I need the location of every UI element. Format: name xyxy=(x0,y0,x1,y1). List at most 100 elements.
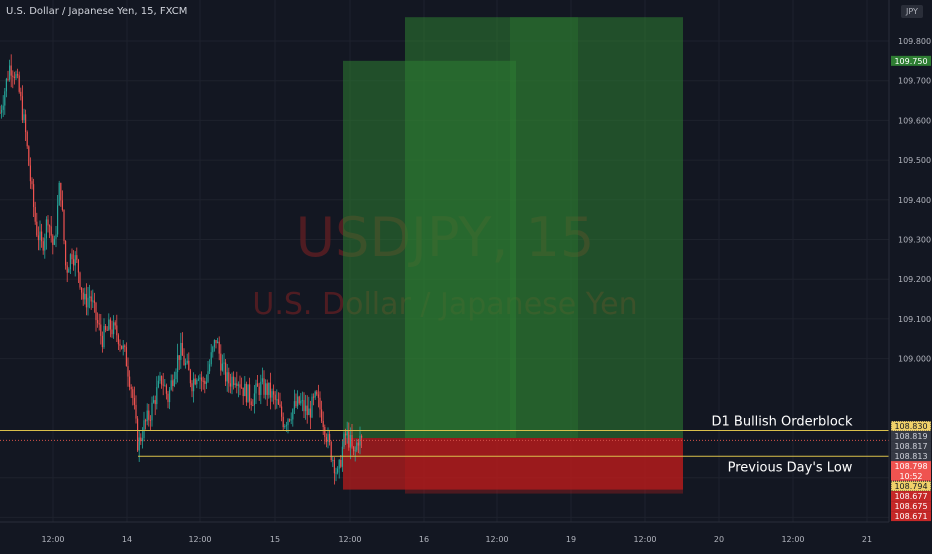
candle-body xyxy=(332,459,334,461)
zone-3[interactable] xyxy=(343,438,683,490)
candle-body xyxy=(356,442,358,451)
price-label[interactable]: 108.813 xyxy=(891,451,931,462)
price-label[interactable]: 108.830 xyxy=(890,420,932,432)
candle-body xyxy=(183,355,185,366)
time-tick: 12:00 xyxy=(633,535,656,544)
candle-body xyxy=(247,384,249,403)
candle-body xyxy=(36,221,38,236)
candle-body xyxy=(225,362,227,382)
candle-body xyxy=(223,362,225,364)
svg-text:108.813: 108.813 xyxy=(894,452,927,461)
candle-body xyxy=(101,335,103,348)
candle-body xyxy=(261,378,263,382)
candle-body xyxy=(250,401,252,406)
candle-body xyxy=(346,431,348,436)
candle-body xyxy=(151,402,153,421)
zone-2[interactable] xyxy=(510,17,578,439)
candle-body xyxy=(282,416,284,428)
candle-body xyxy=(325,437,327,443)
candle-body xyxy=(172,380,174,386)
time-tick: 14 xyxy=(122,535,132,544)
candle-body xyxy=(231,376,233,387)
price-label[interactable]: 109.750 xyxy=(891,55,931,66)
price-label[interactable]: 108.819 xyxy=(891,431,931,442)
candle-body xyxy=(186,360,188,363)
time-tick: 12:00 xyxy=(188,535,211,544)
candle-body xyxy=(121,345,123,349)
candle-body xyxy=(226,372,228,382)
candle-body xyxy=(189,370,191,384)
position-zones[interactable] xyxy=(343,17,683,494)
candle-body xyxy=(87,297,89,308)
candle-body xyxy=(313,396,315,398)
candles xyxy=(0,54,363,485)
candle-body xyxy=(65,240,67,266)
candle-body xyxy=(324,427,326,438)
candle-body xyxy=(90,296,92,302)
candle-body xyxy=(297,396,299,407)
candle-body xyxy=(140,437,142,442)
candle-body xyxy=(41,231,43,242)
candle-body xyxy=(74,255,76,266)
candle-body xyxy=(337,468,339,473)
price-label[interactable]: 108.794 xyxy=(890,480,932,492)
svg-text:10:52: 10:52 xyxy=(899,472,922,481)
price-tick: 109.300 xyxy=(898,236,931,245)
candle-body xyxy=(354,450,356,452)
candle-body xyxy=(213,339,215,347)
candle-body xyxy=(330,442,332,461)
previous-day-low-label: Previous Day's Low xyxy=(728,460,853,475)
candle-body xyxy=(124,345,126,348)
candle-body xyxy=(161,376,163,385)
price-label[interactable]: 108.817 xyxy=(891,441,931,452)
candle-body xyxy=(257,383,259,387)
candle-body xyxy=(45,219,47,239)
candle-body xyxy=(9,65,11,80)
candle-body xyxy=(349,435,351,448)
candle-body xyxy=(37,235,39,241)
price-axis[interactable]: JPY 109.800 109.700 109.600 109.500 109.400 1… xyxy=(888,0,932,522)
time-axis[interactable]: 12:00 14 12:00 15 12:00 16 12:00 19 12:00 20 12:00… xyxy=(0,521,889,544)
candle-body xyxy=(0,112,1,114)
candle-body xyxy=(170,380,172,390)
svg-text:108.830: 108.830 xyxy=(894,422,927,431)
currency-badge[interactable] xyxy=(901,5,923,18)
candle-body xyxy=(329,434,331,443)
candle-body xyxy=(201,377,203,381)
candle-body xyxy=(5,78,7,92)
horizontal-levels[interactable]: D1 Bullish Orderblock Previous Day's Low xyxy=(0,414,889,475)
candle-body xyxy=(2,105,4,110)
candle-body xyxy=(271,391,273,398)
price-label[interactable]: 108.677 xyxy=(891,491,931,502)
price-tick: 109.100 xyxy=(898,315,931,324)
candle-body xyxy=(340,459,342,467)
svg-text:108.819: 108.819 xyxy=(894,432,927,441)
candle-body xyxy=(113,322,115,335)
candle-body xyxy=(353,446,355,452)
candle-body xyxy=(309,408,311,418)
candle-body xyxy=(106,329,108,331)
candle-body xyxy=(306,405,308,416)
zone-4[interactable] xyxy=(405,438,683,494)
price-tick: 109.800 xyxy=(898,37,931,46)
candle-body xyxy=(273,391,275,395)
candle-body xyxy=(292,409,294,420)
candle-body xyxy=(93,300,95,303)
price-label[interactable]: 108.671 xyxy=(891,511,931,521)
candle-body xyxy=(15,74,17,78)
time-tick: 21 xyxy=(862,535,872,544)
zone-1[interactable] xyxy=(405,17,683,439)
candle-body xyxy=(263,378,265,395)
candle-body xyxy=(111,329,113,335)
candle-body xyxy=(205,381,207,384)
currency-label: JPY xyxy=(905,7,918,16)
price-label[interactable]: 108.675 xyxy=(891,501,931,512)
candle-body xyxy=(196,379,198,385)
candle-body xyxy=(338,459,340,469)
candle-body xyxy=(268,382,270,395)
candle-body xyxy=(76,255,78,260)
price-tick: 109.400 xyxy=(898,196,931,205)
